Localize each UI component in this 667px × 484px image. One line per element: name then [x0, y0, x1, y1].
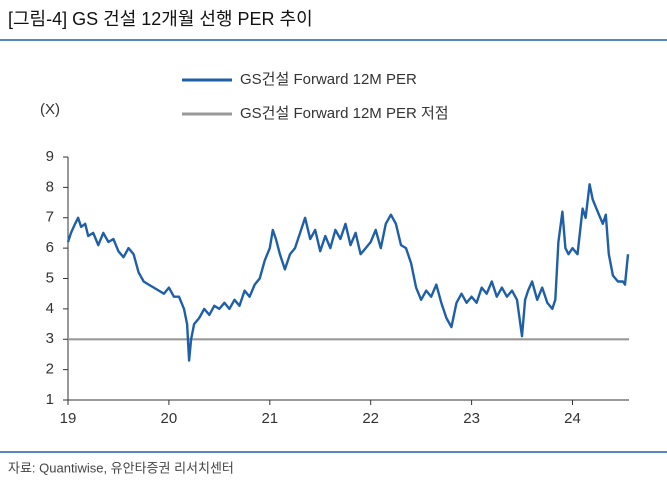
y-tick-label: 8 [46, 178, 54, 195]
y-tick-label: 3 [46, 330, 54, 347]
y-tick-label: 2 [46, 361, 54, 378]
x-tick-label: 23 [463, 410, 480, 427]
y-tick-label: 1 [46, 391, 54, 408]
x-tick-label: 22 [362, 410, 379, 427]
source: 자료: Quantiwise, 유안타증권 리서치센터 [8, 460, 234, 475]
y-tick-label: 4 [46, 300, 54, 317]
y-tick-label: 5 [46, 269, 54, 286]
y-axis-label: (X) [40, 101, 60, 118]
y-tick-label: 6 [46, 239, 54, 256]
legend-label: GS건설 Forward 12M PER [240, 71, 417, 88]
legend-label: GS건설 Forward 12M PER 저점 [240, 105, 449, 122]
series-line [66, 183, 630, 362]
x-tick-label: 20 [161, 410, 178, 427]
y-tick-label: 7 [46, 209, 54, 226]
x-tick-label: 24 [564, 410, 581, 427]
chart-title: [그림-4] GS 건설 12개월 선행 PER 추이 [8, 9, 313, 29]
x-tick-label: 19 [60, 410, 77, 427]
y-tick-label: 9 [46, 148, 54, 165]
x-tick-label: 21 [261, 410, 278, 427]
